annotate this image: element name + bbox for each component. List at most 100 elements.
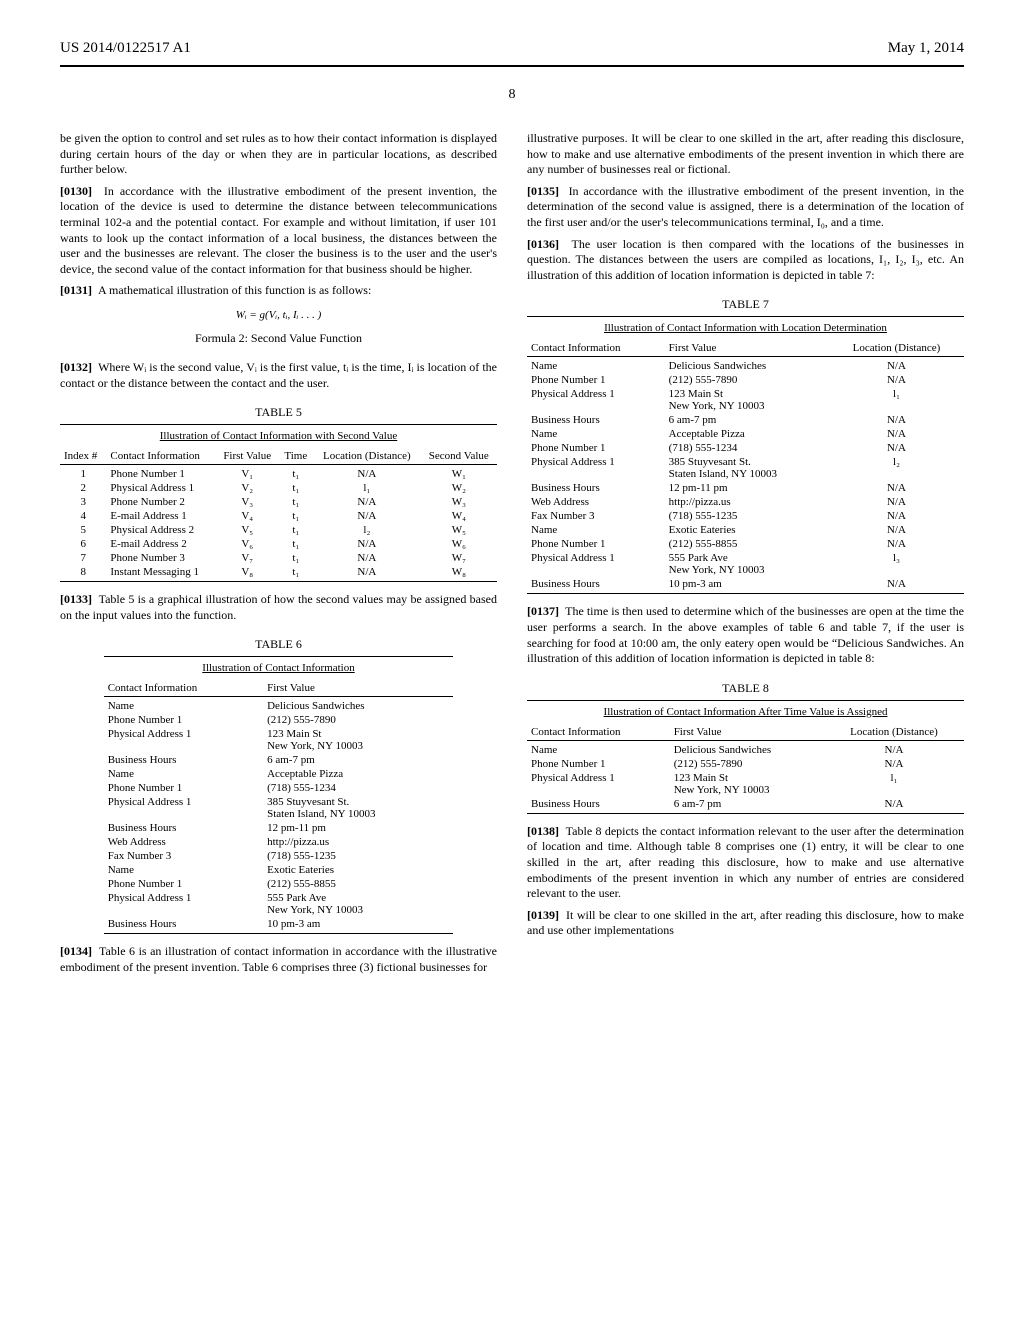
table6-caption: Illustration of Contact Information bbox=[104, 659, 454, 680]
th: Location (Distance) bbox=[829, 340, 964, 357]
table-cell: 7 bbox=[60, 551, 106, 565]
para-num: [0137] bbox=[527, 604, 559, 618]
table-cell: Web Address bbox=[527, 495, 665, 509]
table-row: 8Instant Messaging 1V₈t₁N/AW₈ bbox=[60, 565, 497, 579]
table-row: Phone Number 1(212) 555-8855N/A bbox=[527, 537, 964, 551]
table-cell: Name bbox=[527, 359, 665, 373]
table-cell: N/A bbox=[829, 537, 964, 551]
publication-number: US 2014/0122517 A1 bbox=[60, 40, 191, 57]
th: First Value bbox=[665, 340, 829, 357]
table-row: Web Addresshttp://pizza.us bbox=[104, 835, 454, 849]
table-cell: Phone Number 1 bbox=[104, 877, 263, 891]
para-num: [0133] bbox=[60, 592, 92, 606]
table-cell: Instant Messaging 1 bbox=[106, 565, 216, 579]
table-cell: Phone Number 1 bbox=[527, 441, 665, 455]
table-row: Business Hours12 pm-11 pmN/A bbox=[527, 481, 964, 495]
para-num: [0132] bbox=[60, 360, 92, 374]
table-cell: 4 bbox=[60, 509, 106, 523]
right-column: illustrative purposes. It will be clear … bbox=[527, 131, 964, 982]
table-row: NameDelicious SandwichesN/A bbox=[527, 743, 964, 757]
table-cell: V₆ bbox=[216, 537, 279, 551]
table-cell: W₄ bbox=[421, 509, 497, 523]
table-row: NameAcceptable Pizza bbox=[104, 767, 454, 781]
table-cell: N/A bbox=[829, 509, 964, 523]
table-cell: W₁ bbox=[421, 467, 497, 481]
para-text: In accordance with the illustrative embo… bbox=[527, 184, 964, 229]
para-0138: [0138] Table 8 depicts the contact infor… bbox=[527, 824, 964, 902]
para-text: In accordance with the illustrative embo… bbox=[60, 184, 497, 276]
table-cell: W₅ bbox=[421, 523, 497, 537]
table-row: NameExotic Eateries bbox=[104, 863, 454, 877]
table-cell: N/A bbox=[829, 577, 964, 591]
table-cell: Phone Number 1 bbox=[104, 781, 263, 795]
table-cell: t₁ bbox=[279, 565, 314, 579]
table-cell: N/A bbox=[824, 797, 964, 811]
table-cell: W₆ bbox=[421, 537, 497, 551]
table-cell: E-mail Address 1 bbox=[106, 509, 216, 523]
table7-label: TABLE 7 bbox=[527, 297, 964, 312]
table-cell: Phone Number 1 bbox=[527, 537, 665, 551]
table-row: Fax Number 3(718) 555-1235 bbox=[104, 849, 454, 863]
para-num: [0135] bbox=[527, 184, 559, 198]
table-row: Web Addresshttp://pizza.usN/A bbox=[527, 495, 964, 509]
table-cell: 12 pm-11 pm bbox=[263, 821, 453, 835]
table-cell: (212) 555-7890 bbox=[670, 757, 824, 771]
table-cell: Name bbox=[527, 427, 665, 441]
table-cell: t₁ bbox=[279, 467, 314, 481]
table-cell: (212) 555-8855 bbox=[263, 877, 453, 891]
table-cell: Phone Number 3 bbox=[106, 551, 216, 565]
table-cell: t₁ bbox=[279, 523, 314, 537]
table-cell: Phone Number 1 bbox=[527, 757, 670, 771]
table-cell: http://pizza.us bbox=[263, 835, 453, 849]
table-cell: N/A bbox=[829, 359, 964, 373]
table-row: Physical Address 1385 Stuyvesant St.Stat… bbox=[104, 795, 454, 821]
table-cell: N/A bbox=[829, 427, 964, 441]
table-cell: Physical Address 1 bbox=[527, 455, 665, 481]
table-cell: Physical Address 1 bbox=[527, 771, 670, 797]
table-cell: N/A bbox=[824, 757, 964, 771]
table-cell: N/A bbox=[313, 509, 420, 523]
para-0133: [0133] Table 5 is a graphical illustrati… bbox=[60, 592, 497, 623]
table-cell: N/A bbox=[313, 565, 420, 579]
table-cell: Business Hours bbox=[104, 821, 263, 835]
table-cell: V₇ bbox=[216, 551, 279, 565]
table-cell: Name bbox=[104, 767, 263, 781]
table-row: Phone Number 1(212) 555-7890N/A bbox=[527, 373, 964, 387]
table-cell: V₂ bbox=[216, 481, 279, 495]
table-cell: 123 Main StNew York, NY 10003 bbox=[665, 387, 829, 413]
para-num: [0131] bbox=[60, 283, 92, 297]
table-cell: 555 Park AveNew York, NY 10003 bbox=[665, 551, 829, 577]
table-cell: Delicious Sandwiches bbox=[665, 359, 829, 373]
para-0130: [0130] In accordance with the illustrati… bbox=[60, 184, 497, 278]
table-cell: t₁ bbox=[279, 537, 314, 551]
formula-2-label: Formula 2: Second Value Function bbox=[60, 331, 497, 346]
table-cell: 6 bbox=[60, 537, 106, 551]
table-cell: Phone Number 2 bbox=[106, 495, 216, 509]
table5-caption: Illustration of Contact Information with… bbox=[60, 427, 497, 448]
para-0131: [0131] A mathematical illustration of th… bbox=[60, 283, 497, 299]
table-cell: Physical Address 1 bbox=[527, 387, 665, 413]
para-text: Table 5 is a graphical illustration of h… bbox=[60, 592, 497, 622]
para-text: The user location is then compared with … bbox=[527, 237, 964, 282]
th: Contact Information bbox=[527, 724, 670, 741]
table-row: Business Hours6 am-7 pm bbox=[104, 753, 454, 767]
table-row: 5Physical Address 2V₅t₁l₂W₅ bbox=[60, 523, 497, 537]
table-row: Physical Address 1123 Main StNew York, N… bbox=[104, 727, 454, 753]
table-cell: N/A bbox=[313, 551, 420, 565]
table-row: Phone Number 1(718) 555-1234 bbox=[104, 781, 454, 795]
para-text: Table 8 depicts the contact information … bbox=[527, 824, 964, 900]
page-header: US 2014/0122517 A1 May 1, 2014 bbox=[60, 40, 964, 57]
table-cell: Delicious Sandwiches bbox=[670, 743, 824, 757]
th: Contact Information bbox=[527, 340, 665, 357]
table-cell: V₁ bbox=[216, 467, 279, 481]
table-7: Illustration of Contact Information with… bbox=[527, 316, 964, 594]
para-0135: [0135] In accordance with the illustrati… bbox=[527, 184, 964, 231]
table-cell: Exotic Eateries bbox=[665, 523, 829, 537]
para-0136: [0136] The user location is then compare… bbox=[527, 237, 964, 284]
table-row: Business Hours10 pm-3 amN/A bbox=[527, 577, 964, 591]
para-0132: [0132] Where Wᵢ is the second value, Vᵢ … bbox=[60, 360, 497, 391]
para-num: [0136] bbox=[527, 237, 559, 251]
table-cell: Exotic Eateries bbox=[263, 863, 453, 877]
table-cell: Name bbox=[527, 743, 670, 757]
table5-header-row: Index # Contact Information First Value … bbox=[60, 448, 497, 465]
